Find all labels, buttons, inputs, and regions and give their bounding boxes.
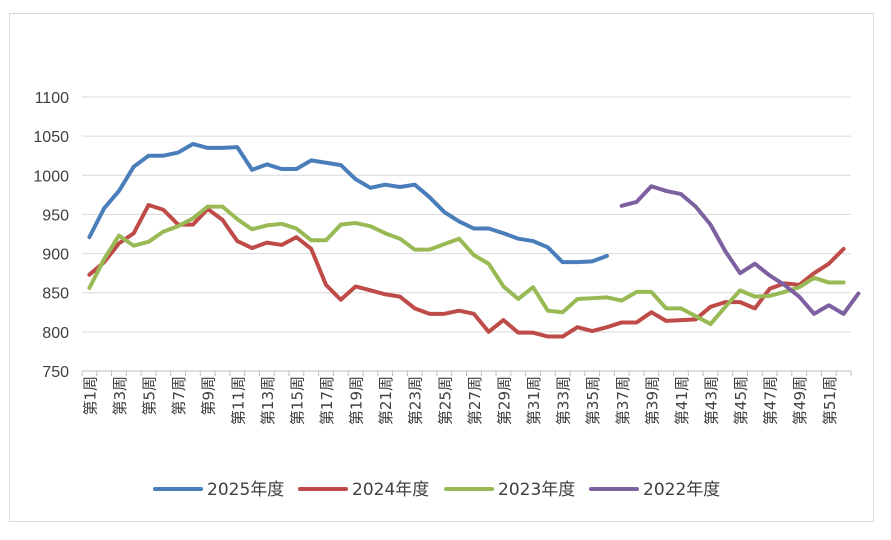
x-tick-label: 第27周 [466,376,484,425]
gridlines [82,96,851,372]
legend-label: 2024年度 [352,480,429,500]
x-tick-label: 第33周 [555,376,573,425]
x-tick-label: 第49周 [791,376,809,425]
y-tick-label: 1050 [33,129,69,146]
series-line-2022年度 [619,184,861,316]
x-tick-label: 第39周 [643,376,661,425]
x-tick-label: 第51周 [821,376,839,425]
series-line-2024年度 [87,203,846,339]
x-tick-label: 第5周 [141,376,159,416]
x-tick-label: 第17周 [318,376,336,425]
x-tick-label: 第7周 [170,376,188,416]
x-tick-label: 第29周 [495,376,513,425]
x-tick-label: 第45周 [732,376,750,425]
x-tick-label: 第31周 [525,376,543,425]
legend-label: 2025年度 [207,480,284,500]
y-tick-label: 950 [42,207,69,224]
x-axis-tick-labels: 第1周 第3周 第5周 第7周 第9周 第11周 第13周 第15周 第17周 第19周 第21周第… [81,376,838,425]
x-tick-label: 第41周 [673,376,691,425]
y-tick-label: 850 [42,286,69,303]
y-tick-label: 750 [42,364,69,381]
y-tick-label: 1100 [35,90,70,107]
x-tick-label: 第35周 [584,376,602,425]
x-tick-label: 第25周 [436,376,454,425]
series-line-2025年度 [87,141,609,265]
x-tick-label: 第9周 [200,376,218,416]
series-lines [87,141,861,339]
y-tick-label: 800 [42,325,69,342]
x-tick-label: 第37周 [614,376,632,425]
legend-label: 2022年度 [643,480,720,500]
y-tick-label: 1000 [33,168,69,185]
x-tick-label: 第47周 [762,376,780,425]
chart-frame [9,13,874,522]
series-line-2023年度 [87,204,846,327]
x-tick-label: 第3周 [111,376,129,416]
y-axis-tick-labels: 750 800 850 900 950 1000 1050 1100 [33,90,69,381]
x-tick-label: 第19周 [348,376,366,425]
y-tick-label: 900 [42,247,69,264]
legend-label: 2023年度 [498,480,575,500]
x-tick-label: 第21周 [377,376,395,425]
x-tick-label: 第15周 [288,376,306,425]
x-axis [81,370,852,376]
legend: 2025年度 2024年度 2023年度 2022年度 [153,480,720,500]
x-tick-label: 第11周 [229,376,247,425]
x-tick-label: 第13周 [259,376,277,425]
x-tick-label: 第1周 [81,376,99,416]
x-tick-label: 第43周 [703,376,721,425]
x-tick-label: 第23周 [407,376,425,425]
